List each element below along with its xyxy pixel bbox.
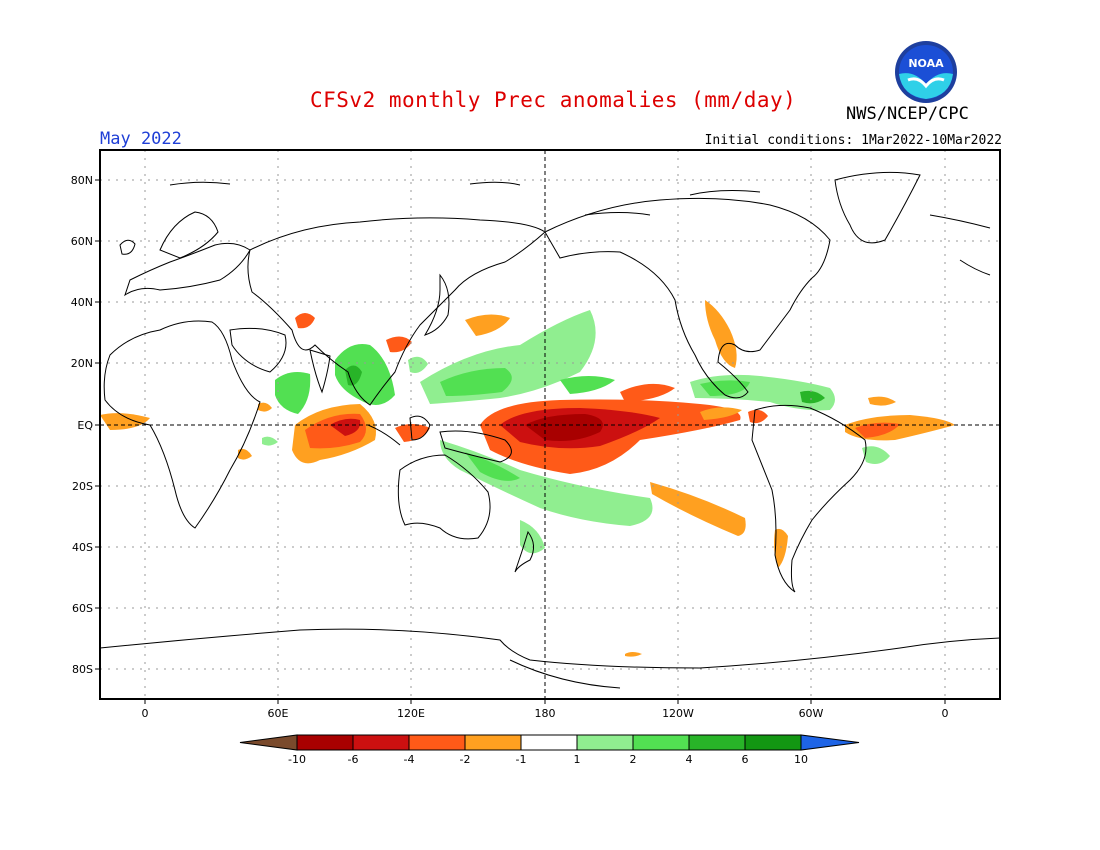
lon-label: 0	[942, 707, 949, 720]
colorbar-bin	[464, 734, 522, 751]
colorbar-bin	[296, 734, 354, 751]
axis-ticks	[95, 179, 946, 704]
lat-label: 40S	[72, 541, 93, 554]
agency-label: NWS/NCEP/CPC	[846, 104, 969, 124]
lat-label: 60S	[72, 602, 93, 615]
colorbar-bin	[744, 734, 802, 751]
lon-label: 180	[535, 707, 556, 720]
colorbar-label: 1	[574, 753, 581, 766]
lat-label: 60N	[71, 235, 93, 248]
noaa-logo: NOAA	[895, 41, 957, 103]
colorbar-label: 2	[630, 753, 637, 766]
lat-label: 80N	[71, 174, 93, 187]
initial-conditions: Initial conditions: 1Mar2022-10Mar2022	[704, 133, 1002, 148]
colorbar-label: 6	[742, 753, 749, 766]
lon-label: 120W	[662, 707, 694, 720]
anomaly-shading	[100, 300, 955, 657]
colorbar-label: -6	[348, 753, 359, 766]
colorbar-label: -1	[516, 753, 527, 766]
lat-label: 40N	[71, 296, 93, 309]
lat-label: 20S	[72, 480, 93, 493]
colorbar-label: 4	[686, 753, 693, 766]
coastlines	[100, 171, 1000, 689]
colorbar-label: 10	[794, 753, 808, 766]
lat-label: 20N	[71, 357, 93, 370]
colorbar-bin	[352, 734, 410, 751]
colorbar-bin	[408, 734, 466, 751]
lat-label: EQ	[77, 419, 93, 432]
colorbar-arrow-high	[800, 734, 860, 751]
lon-label: 60E	[268, 707, 289, 720]
noaa-logo-text: NOAA	[908, 57, 944, 70]
colorbar-label: -4	[404, 753, 415, 766]
colorbar-label: -10	[288, 753, 306, 766]
latitude-labels: 80N 60N 40N 20N EQ 20S 40S 60S 80S	[71, 174, 94, 676]
colorbar-bin	[688, 734, 746, 751]
colorbar-bin	[632, 734, 690, 751]
colorbar: -10 -6 -4 -2 -1 1 2 4 6 10	[239, 734, 860, 766]
lon-label: 120E	[397, 707, 425, 720]
valid-month: May 2022	[100, 129, 182, 149]
colorbar-bin	[576, 734, 634, 751]
colorbar-label: -2	[460, 753, 471, 766]
lon-label: 60W	[799, 707, 824, 720]
longitude-labels: 0 60E 120E 180 120W 60W 0	[142, 707, 949, 720]
lat-label: 80S	[72, 663, 93, 676]
map-title: CFSv2 monthly Prec anomalies (mm/day)	[310, 88, 797, 112]
colorbar-bin	[520, 734, 578, 751]
lon-label: 0	[142, 707, 149, 720]
colorbar-arrow-low	[239, 734, 298, 751]
